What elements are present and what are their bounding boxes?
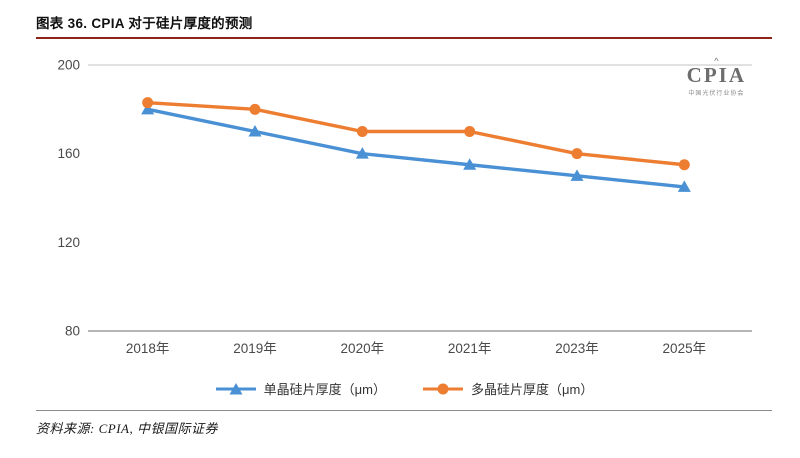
svg-text:160: 160: [57, 146, 80, 161]
source-row: 资料来源: CPIA, 中银国际证券: [36, 410, 772, 437]
figure-title: 图表 36. CPIA 对于硅片厚度的预测: [36, 12, 772, 39]
source-note: 资料来源: CPIA, 中银国际证券: [36, 421, 218, 436]
cpia-logo: ^ CPIA 中国光伏行业协会: [686, 56, 746, 98]
svg-text:2020年: 2020年: [341, 341, 385, 356]
line-chart: 80 120 160 200 2018年 2019年 2020年 2021年 2023年 2025…: [57, 58, 752, 356]
svg-text:2018年: 2018年: [126, 341, 170, 356]
legend-item-multi: 多晶硅片厚度（μm）: [422, 379, 593, 398]
svg-text:2021年: 2021年: [448, 341, 492, 356]
legend-item-mono: 单晶硅片厚度（μm）: [215, 379, 386, 398]
legend-label-multi: 多晶硅片厚度（μm）: [471, 382, 594, 397]
svg-text:200: 200: [57, 58, 80, 73]
triangle-marker-icon: [215, 383, 256, 395]
svg-text:80: 80: [65, 324, 80, 339]
chart-legend: 单晶硅片厚度（μm） 多晶硅片厚度（μm）: [36, 379, 772, 398]
cpia-logo-subtext: 中国光伏行业协会: [688, 91, 745, 98]
cpia-logo-text: CPIA: [686, 63, 746, 87]
cpia-logo-rays-icon: ^: [714, 56, 719, 66]
svg-text:120: 120: [57, 235, 80, 250]
circle-marker-icon: [423, 383, 463, 395]
svg-text:2023年: 2023年: [555, 341, 599, 356]
chart-area: ^ CPIA 中国光伏行业协会 80 120 160 200 2018年 2019年 202…: [36, 47, 772, 398]
svg-text:2025年: 2025年: [663, 341, 707, 356]
svg-text:2019年: 2019年: [233, 341, 277, 356]
legend-label-mono: 单晶硅片厚度（μm）: [263, 382, 386, 397]
